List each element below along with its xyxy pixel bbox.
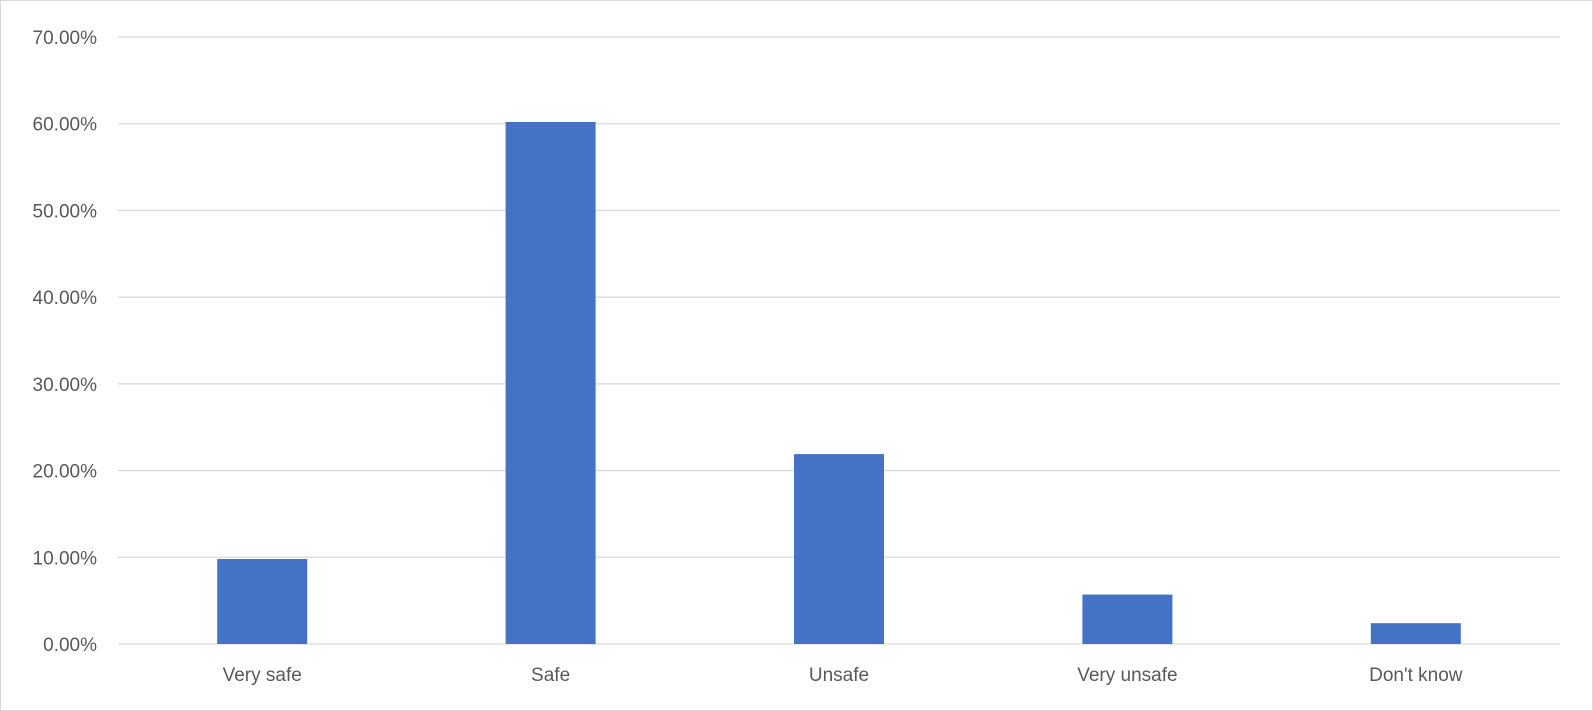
x-tick-label: Don't know <box>1369 665 1463 686</box>
y-tick-label: 20.00% <box>33 462 98 483</box>
bar-very-safe <box>217 559 308 644</box>
y-tick-label: 0.00% <box>43 635 97 656</box>
x-tick-label: Very safe <box>223 665 302 686</box>
y-axis-tick-labels: 0.00% 10.00% 20.00% 30.00% 40.00% 50.00% 60.00… <box>33 28 98 656</box>
y-tick-label: 10.00% <box>33 548 98 569</box>
bar-don-t-know <box>1370 623 1461 644</box>
y-tick-label: 70.00% <box>33 28 98 49</box>
bar-unsafe <box>794 454 884 644</box>
x-tick-label: Safe <box>531 665 570 686</box>
y-tick-label: 30.00% <box>33 375 98 396</box>
gridlines <box>118 36 1560 645</box>
bars <box>217 121 1461 645</box>
bar-safe <box>505 121 596 645</box>
x-axis-tick-labels: Very safe Safe Unsafe Very unsafe Don't know <box>223 665 1463 686</box>
x-tick-label: Unsafe <box>809 665 869 686</box>
x-tick-label: Very unsafe <box>1077 665 1177 686</box>
y-tick-label: 50.00% <box>33 201 98 222</box>
y-tick-label: 40.00% <box>33 288 98 309</box>
bar-very-unsafe <box>1082 594 1173 644</box>
y-tick-label: 60.00% <box>33 115 98 136</box>
